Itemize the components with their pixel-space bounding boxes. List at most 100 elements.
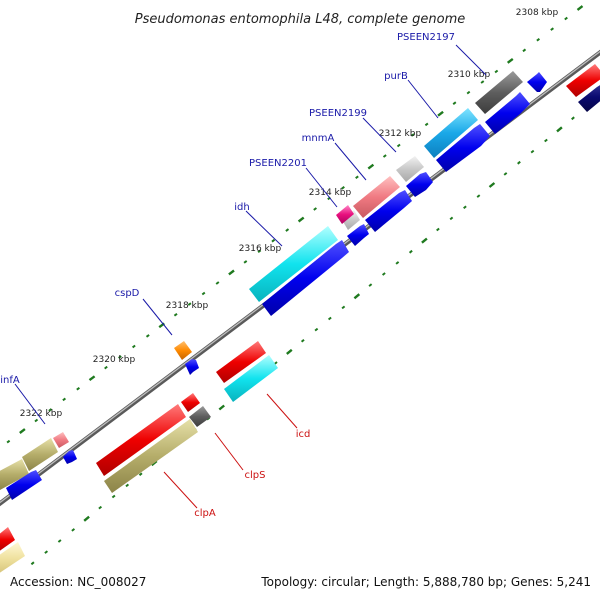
tick-outer-minor <box>341 305 346 310</box>
tick-outer-minor <box>436 227 440 232</box>
label-clpA[interactable]: clpA <box>194 508 216 519</box>
cds-arrow <box>527 72 547 92</box>
gene-left-olive-2[interactable] <box>0 459 29 490</box>
tick-inner-major <box>297 216 305 223</box>
label-infA[interactable]: infA <box>0 375 20 386</box>
label-purB[interactable]: purB <box>384 71 408 82</box>
gene-bottom-left-red[interactable] <box>0 527 15 552</box>
cds-arrow <box>365 190 412 232</box>
label-idh[interactable]: idh <box>234 202 249 213</box>
tick-inner-minor <box>104 365 108 370</box>
cds-arrow <box>347 224 369 246</box>
gene-top-right-red[interactable] <box>566 64 600 97</box>
tick-label-2308: 2308 kbp <box>516 8 559 18</box>
label-icd[interactable]: icd <box>296 429 311 440</box>
tick-outer-minor <box>111 494 116 499</box>
tick-outer-major <box>286 348 293 355</box>
gene-clpA-red[interactable] <box>96 404 186 476</box>
tick-outer-minor <box>368 283 373 287</box>
tick-inner-minor <box>173 312 178 317</box>
tick-labels: 2308 kbp 2310 kbp 2312 kbp 2314 kbp 2316… <box>20 8 559 419</box>
gene-PSEEN2197[interactable] <box>475 71 523 114</box>
gene-idh[interactable] <box>249 226 338 302</box>
tick-inner-minor <box>550 27 554 31</box>
tick-outer-minor <box>327 316 332 321</box>
cds-arrow <box>406 172 433 197</box>
tick-inner-minor <box>355 175 359 179</box>
tick-inner-minor <box>341 186 345 190</box>
gene-icd[interactable] <box>224 355 278 402</box>
map-title: Pseudomonas entomophila L48, complete ge… <box>135 12 466 27</box>
tick-inner-minor <box>145 334 150 338</box>
gene-PSEEN2201[interactable] <box>342 210 360 230</box>
label-clpS[interactable]: clpS <box>245 470 266 481</box>
tick-inner-minor <box>536 38 541 42</box>
tick-inner-minor <box>271 238 276 243</box>
tick-inner-minor <box>285 228 290 232</box>
tick-inner-minor <box>62 397 67 402</box>
tick-inner-minor <box>424 122 429 127</box>
tick-inner-major <box>367 163 375 170</box>
tick-inner-minor <box>522 48 527 53</box>
tick-outer-minor <box>71 528 76 532</box>
gene-PSEEN2199[interactable] <box>396 156 424 182</box>
gene-cspD[interactable] <box>174 341 192 360</box>
tick-inner-minor <box>564 16 568 21</box>
tick-inner-minor <box>187 302 192 306</box>
tick-marks-outer <box>30 94 600 566</box>
tick-outer-minor <box>503 172 508 176</box>
forward-strand-features <box>0 64 600 500</box>
label-mnmA[interactable]: mnmA <box>302 133 335 144</box>
tick-outer-minor <box>300 338 305 343</box>
tick-outer-minor <box>138 472 143 477</box>
gene-mnmA[interactable] <box>353 176 400 218</box>
tick-marks-inner <box>6 5 584 444</box>
gene-left-olive-1[interactable] <box>22 438 58 471</box>
accession-text: Accession: NC_008027 <box>10 575 146 589</box>
tick-inner-major <box>88 375 96 382</box>
gene-PSEEN2201-small[interactable] <box>336 205 354 224</box>
tick-outer-major <box>353 293 361 300</box>
label-PSEEN2199[interactable]: PSEEN2199 <box>309 108 367 119</box>
tick-outer-minor <box>408 249 413 254</box>
tick-label-2310: 2310 kbp <box>448 70 491 80</box>
tick-outer-minor <box>125 483 130 488</box>
tick-outer-minor <box>30 561 35 566</box>
tick-outer-minor <box>395 261 400 265</box>
reverse-strand-features <box>0 341 278 574</box>
tick-outer-minor <box>530 149 535 154</box>
tick-outer-minor <box>517 160 521 165</box>
cds-arrow <box>185 359 199 375</box>
gene-bottom-left-cream[interactable] <box>0 542 25 574</box>
gene-icd-red[interactable] <box>216 341 266 383</box>
tick-inner-major <box>576 5 584 11</box>
label-PSEEN2201[interactable]: PSEEN2201 <box>249 158 307 169</box>
tick-inner-minor <box>452 101 457 105</box>
gene-labels: PSEEN2197 purB PSEEN2199 mnmA PSEEN2201 … <box>0 32 455 519</box>
tick-label-2316: 2316 kbp <box>239 244 282 254</box>
tick-outer-minor <box>463 205 467 210</box>
tick-inner-major <box>437 110 444 117</box>
gene-clpS-red[interactable] <box>181 393 200 412</box>
tick-label-2314: 2314 kbp <box>309 188 352 198</box>
gene-clpA[interactable] <box>104 419 198 493</box>
cds-arrow <box>578 85 600 112</box>
tick-outer-minor <box>57 539 62 543</box>
tick-inner-minor <box>6 439 11 444</box>
label-cspD[interactable]: cspD <box>115 288 140 299</box>
cds-arrow <box>6 470 42 500</box>
tick-outer-minor <box>381 272 386 276</box>
tick-outer-major <box>83 515 90 522</box>
gene-infA[interactable] <box>53 432 69 448</box>
tick-inner-minor <box>466 90 471 95</box>
tick-inner-major <box>228 269 235 276</box>
tick-inner-minor <box>480 80 485 84</box>
label-PSEEN2197[interactable]: PSEEN2197 <box>397 32 455 43</box>
gene-purB[interactable] <box>424 108 478 158</box>
tick-outer-minor <box>314 327 319 332</box>
tick-outer-minor <box>544 138 548 143</box>
gene-clpS[interactable] <box>189 406 211 427</box>
label-leaders <box>14 44 487 509</box>
